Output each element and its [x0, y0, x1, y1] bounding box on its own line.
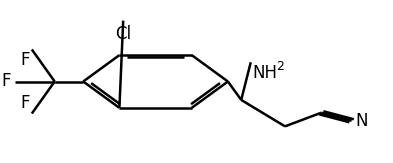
- Text: N: N: [355, 112, 368, 130]
- Text: F: F: [20, 51, 30, 69]
- Text: F: F: [20, 94, 30, 112]
- Text: NH: NH: [253, 64, 277, 82]
- Text: 2: 2: [276, 60, 284, 73]
- Text: F: F: [2, 73, 11, 90]
- Text: Cl: Cl: [115, 25, 131, 43]
